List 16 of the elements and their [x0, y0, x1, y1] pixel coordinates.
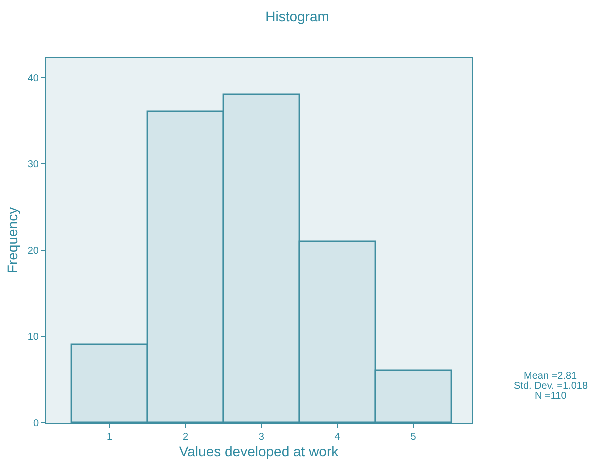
y-tick-label: 20: [28, 246, 40, 257]
text: N =110: [535, 391, 568, 402]
x-tick-label: 1: [107, 432, 114, 443]
y-axis-title: Frequency: [4, 207, 20, 274]
x-tick-label: 4: [334, 432, 341, 443]
y-tick-label: 30: [28, 160, 40, 171]
x-tick-label: 3: [258, 432, 265, 443]
y-tick-label: 10: [28, 332, 40, 344]
text: Std. Dev. =1.018: [514, 381, 588, 392]
chart-title: Histogram: [266, 8, 330, 25]
y-tick-label: 40: [28, 73, 40, 84]
y-tick-label: 0: [33, 418, 40, 430]
x-tick-label: 5: [410, 432, 417, 443]
x-axis-title: Values developed at work: [179, 443, 340, 460]
x-tick-label: 2: [182, 432, 189, 443]
text: Mean =2.81: [524, 371, 578, 382]
